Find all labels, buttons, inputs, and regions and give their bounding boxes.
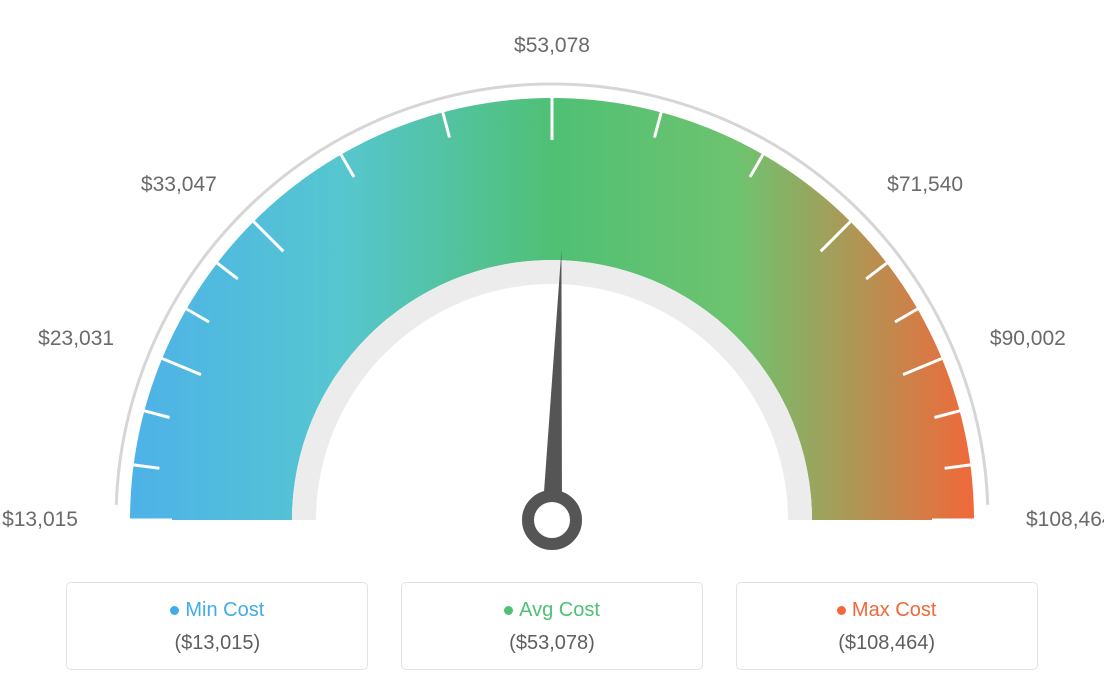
dot-icon bbox=[837, 606, 846, 615]
legend-max: Max Cost ($108,464) bbox=[736, 582, 1038, 670]
gauge-tick-label: $53,078 bbox=[507, 34, 597, 58]
legend-row: Min Cost ($13,015) Avg Cost ($53,078) Ma… bbox=[0, 582, 1104, 670]
gauge-chart-container: $13,015 $23,031 $33,047 $53,078 $71,540 $90,0… bbox=[0, 0, 1104, 690]
gauge-tick-label: $13,015 bbox=[0, 508, 78, 532]
gauge-tick-label: $108,464 bbox=[1026, 508, 1104, 532]
gauge-tick-label: $23,031 bbox=[24, 327, 114, 351]
legend-max-title: Max Cost bbox=[737, 599, 1037, 622]
legend-avg-value: ($53,078) bbox=[402, 632, 702, 655]
dot-icon bbox=[170, 606, 179, 615]
gauge-tick-label: $90,002 bbox=[990, 327, 1090, 351]
legend-max-value: ($108,464) bbox=[737, 632, 1037, 655]
legend-avg-title: Avg Cost bbox=[402, 599, 702, 622]
legend-min: Min Cost ($13,015) bbox=[66, 582, 368, 670]
legend-avg: Avg Cost ($53,078) bbox=[401, 582, 703, 670]
legend-min-label: Min Cost bbox=[185, 599, 264, 621]
gauge-area: $13,015 $23,031 $33,047 $53,078 $71,540 $90,0… bbox=[0, 0, 1104, 560]
gauge-tick-label: $33,047 bbox=[127, 173, 217, 197]
legend-max-label: Max Cost bbox=[852, 599, 936, 621]
gauge-tick-label: $71,540 bbox=[887, 173, 987, 197]
legend-min-value: ($13,015) bbox=[67, 632, 367, 655]
legend-min-title: Min Cost bbox=[67, 599, 367, 622]
legend-avg-label: Avg Cost bbox=[519, 599, 600, 621]
gauge-svg bbox=[0, 0, 1104, 560]
dot-icon bbox=[504, 606, 513, 615]
